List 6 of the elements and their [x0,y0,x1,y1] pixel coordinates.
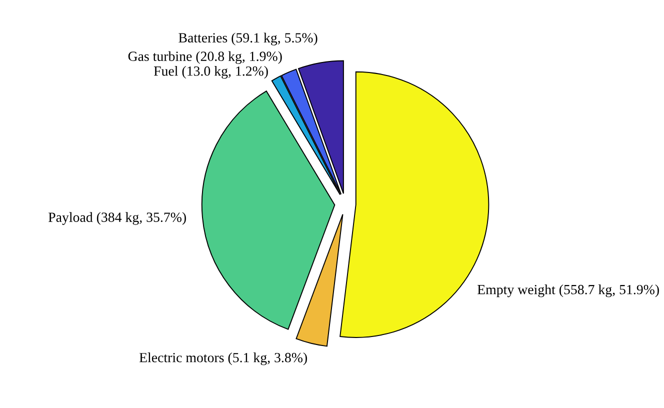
slice-label: Fuel (13.0 kg, 1.2%) [154,66,268,79]
slice-label: Empty weight (558.7 kg, 51.9%) [477,284,659,298]
slice-label: Batteries (59.1 kg, 5.5%) [178,32,318,46]
slice-label: Payload (384 kg, 35.7%) [48,212,186,225]
slice-label: Electric motors (5.1 kg, 3.8%) [139,352,307,366]
slice-label: Gas turbine (20.8 kg, 1.9%) [128,51,282,64]
